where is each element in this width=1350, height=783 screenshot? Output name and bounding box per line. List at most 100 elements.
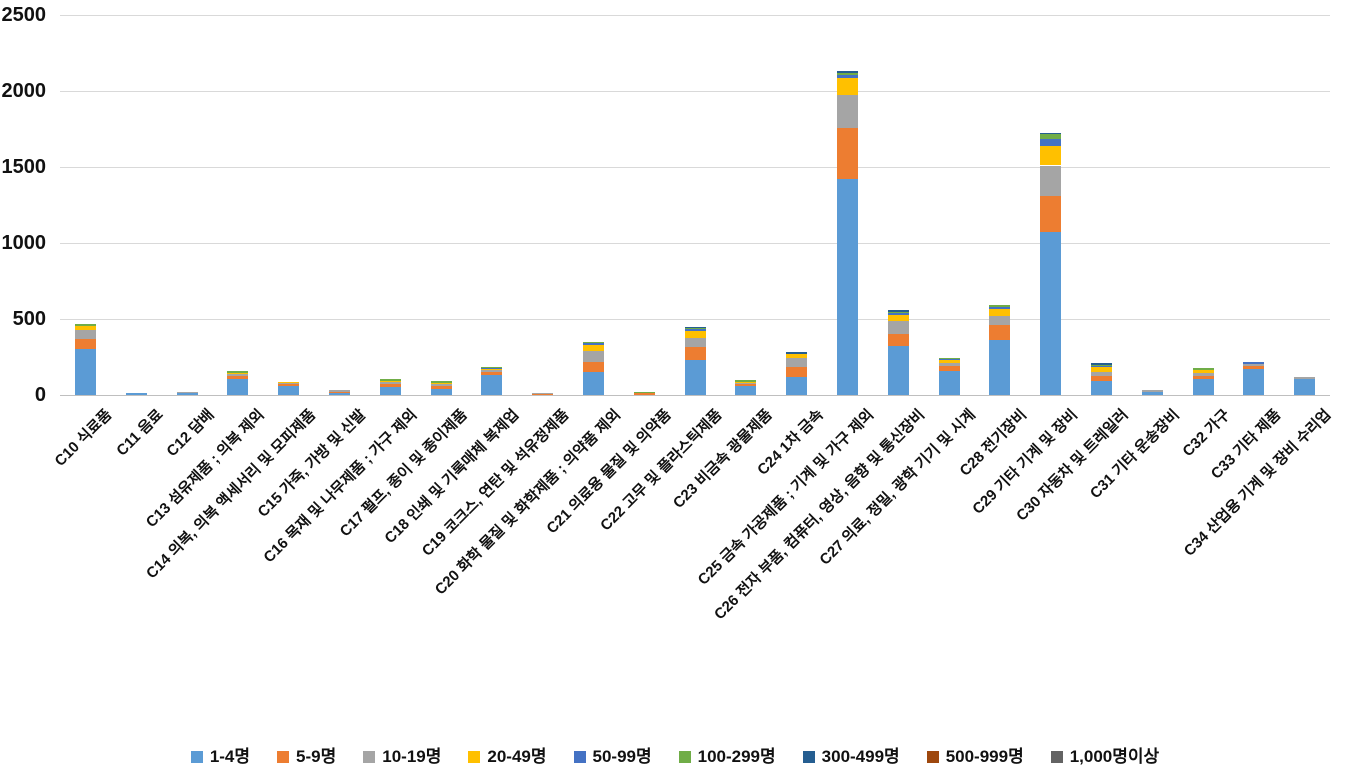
- bar-segment: [481, 371, 503, 376]
- legend-swatch-icon: [190, 751, 203, 763]
- bar-segment: [430, 388, 452, 395]
- bar-segment: [227, 374, 249, 376]
- bar-segment: [1243, 362, 1265, 364]
- bar-segment: [786, 354, 808, 359]
- legend-label: 5-9명: [296, 747, 337, 766]
- y-axis-tick-label: 500: [12, 308, 46, 330]
- bar-segment: [735, 384, 757, 387]
- bar-segment: [328, 392, 350, 395]
- bar-segment: [684, 329, 706, 332]
- bar-segment: [836, 72, 858, 76]
- bar-segment: [1294, 377, 1316, 379]
- bar-segment: [74, 339, 96, 350]
- y-axis-tick-label: 2500: [1, 4, 47, 26]
- x-axis-label: C10 식료품: [51, 406, 116, 470]
- bar-segment: [481, 375, 503, 395]
- bar-segment: [430, 382, 452, 385]
- bar-segment: [684, 347, 706, 361]
- bar-segment: [836, 71, 858, 73]
- bar-segment: [430, 384, 452, 386]
- legend-swatch-icon: [363, 751, 376, 763]
- bar-segment: [887, 334, 909, 347]
- bar-segment: [278, 386, 300, 395]
- bar-segment: [633, 391, 655, 394]
- bar-segment: [836, 179, 858, 395]
- legend-label: 1-4명: [209, 747, 251, 766]
- legend-swatch-icon: [468, 751, 481, 763]
- legend-swatch-icon: [802, 751, 815, 763]
- legend-label: 500-999명: [945, 747, 1024, 766]
- legend-item: 5-9명: [277, 746, 336, 768]
- bar-segment: [1090, 365, 1112, 367]
- legend-swatch-icon: [1050, 751, 1063, 763]
- gridline: [60, 15, 1330, 16]
- bar-segment: [227, 379, 249, 395]
- legend-item: 50-99명: [573, 746, 652, 768]
- legend-item: 1,000명이상: [1050, 746, 1160, 768]
- legend-item: 10-19명: [363, 746, 441, 768]
- legend-label: 20-49명: [487, 747, 547, 766]
- bar-segment: [1243, 365, 1265, 370]
- bar-segment: [1141, 392, 1163, 395]
- bar-segment: [633, 393, 655, 395]
- bar-segment: [989, 309, 1011, 316]
- bar-segment: [582, 351, 604, 363]
- bar-segment: [1192, 368, 1214, 370]
- bar-segment: [227, 371, 249, 373]
- bar-segment: [684, 327, 706, 330]
- bar-segment: [481, 366, 503, 369]
- bar-segment: [786, 352, 808, 354]
- bar-segment: [1090, 375, 1112, 381]
- bar-segment: [176, 393, 198, 395]
- y-axis-tick-label: 0: [34, 384, 46, 406]
- bar-segment: [1243, 364, 1265, 366]
- bar-segment: [1192, 379, 1214, 395]
- legend-item: 500-999명: [926, 746, 1024, 768]
- bar-segment: [1040, 146, 1062, 166]
- legend: 1-4명 5-9명 10-19명 20-49명 50-99명 100-299명 300-49…: [0, 746, 1350, 768]
- bar-segment: [1243, 369, 1265, 395]
- bar-segment: [938, 360, 960, 363]
- bar-segment: [887, 310, 909, 312]
- y-axis-tick-label: 1500: [1, 156, 47, 178]
- bar-segment: [227, 372, 249, 375]
- bar-segment: [989, 306, 1011, 310]
- bar-segment: [735, 380, 757, 382]
- bar-segment: [836, 78, 858, 95]
- bar-segment: [989, 324, 1011, 340]
- bar-segment: [684, 331, 706, 339]
- bar-segment: [1040, 195, 1062, 233]
- bar-segment: [1090, 366, 1112, 373]
- gridline: [60, 167, 1330, 168]
- bar-segment: [582, 341, 604, 344]
- bar-segment: [379, 387, 401, 395]
- bar-segment: [1040, 165, 1062, 196]
- bar-segment: [836, 128, 858, 180]
- legend-item: 300-499명: [802, 746, 900, 768]
- bar-segment: [379, 380, 401, 383]
- bar-segment: [379, 384, 401, 388]
- bar-segment: [74, 324, 96, 326]
- bar-segment: [684, 360, 706, 395]
- legend-item: 20-49명: [468, 746, 547, 768]
- legend-label: 50-99명: [592, 747, 652, 766]
- bar-segment: [1192, 372, 1214, 376]
- bar-segment: [1090, 364, 1112, 366]
- bar-segment: [582, 362, 604, 372]
- bar-segment: [1090, 363, 1112, 365]
- bar-segment: [1090, 372, 1112, 376]
- bar-segment: [278, 381, 300, 383]
- bar-segment: [582, 371, 604, 395]
- bar-segment: [786, 352, 808, 355]
- bar-segment: [887, 320, 909, 335]
- bar-segment: [481, 369, 503, 372]
- bar-segment: [786, 358, 808, 367]
- bar-segment: [1040, 232, 1062, 395]
- bar-segment: [1040, 134, 1062, 139]
- bar-segment: [582, 343, 604, 345]
- bar-segment: [887, 314, 909, 321]
- bar-segment: [1090, 380, 1112, 395]
- legend-label: 1,000명이상: [1069, 747, 1160, 766]
- legend-swatch-icon: [573, 751, 586, 763]
